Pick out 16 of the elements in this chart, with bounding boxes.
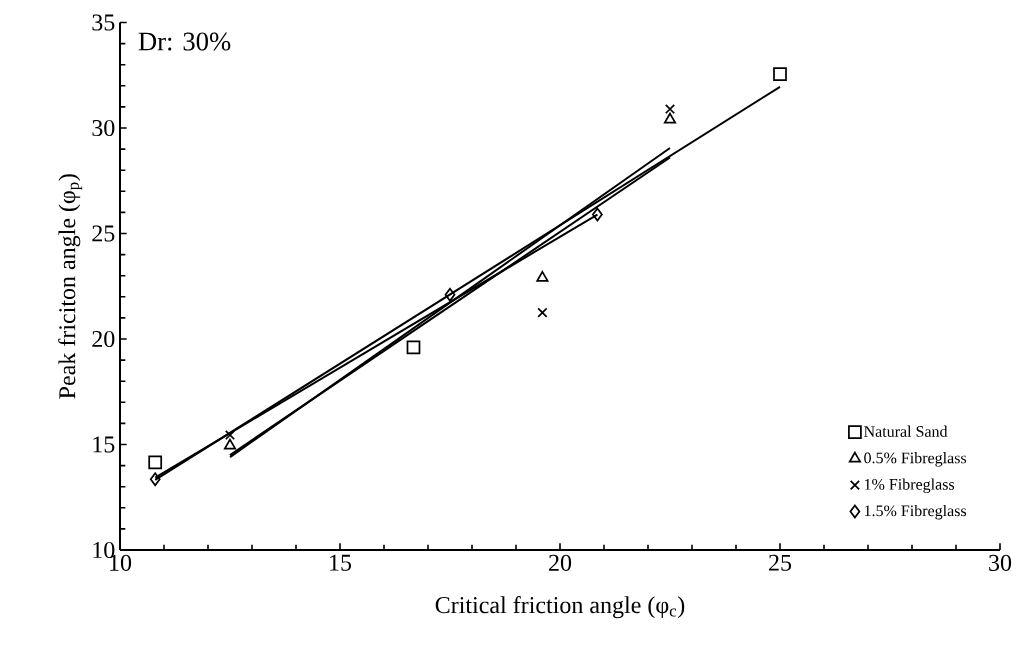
x-tick-label: 25 xyxy=(769,554,792,571)
legend-label: 0.5% Fibreglass xyxy=(864,452,967,467)
y-tick-label: 35 xyxy=(92,14,115,31)
y-axis-title: Peak friciton angle (φ$_{p}$) xyxy=(58,174,83,399)
x-axis-title: Critical friction angle (φ$_{c}$) xyxy=(435,596,685,619)
y-tick-label: 30 xyxy=(92,119,115,137)
legend-label: Natural Sand xyxy=(864,425,948,437)
x-tick-label: 15 xyxy=(330,554,352,571)
annotation: Dr: 30% xyxy=(138,32,231,51)
y-tick-label: 15 xyxy=(93,436,115,453)
y-tick-label: 25 xyxy=(92,225,115,242)
legend-label: 1% Fibreglass xyxy=(864,478,955,494)
y-tick-label: 20 xyxy=(92,330,115,348)
x-tick-label: 20 xyxy=(549,554,572,571)
x-tick-label: 30 xyxy=(989,554,1012,571)
legend-label: 1.5% Fibreglass xyxy=(864,504,967,520)
